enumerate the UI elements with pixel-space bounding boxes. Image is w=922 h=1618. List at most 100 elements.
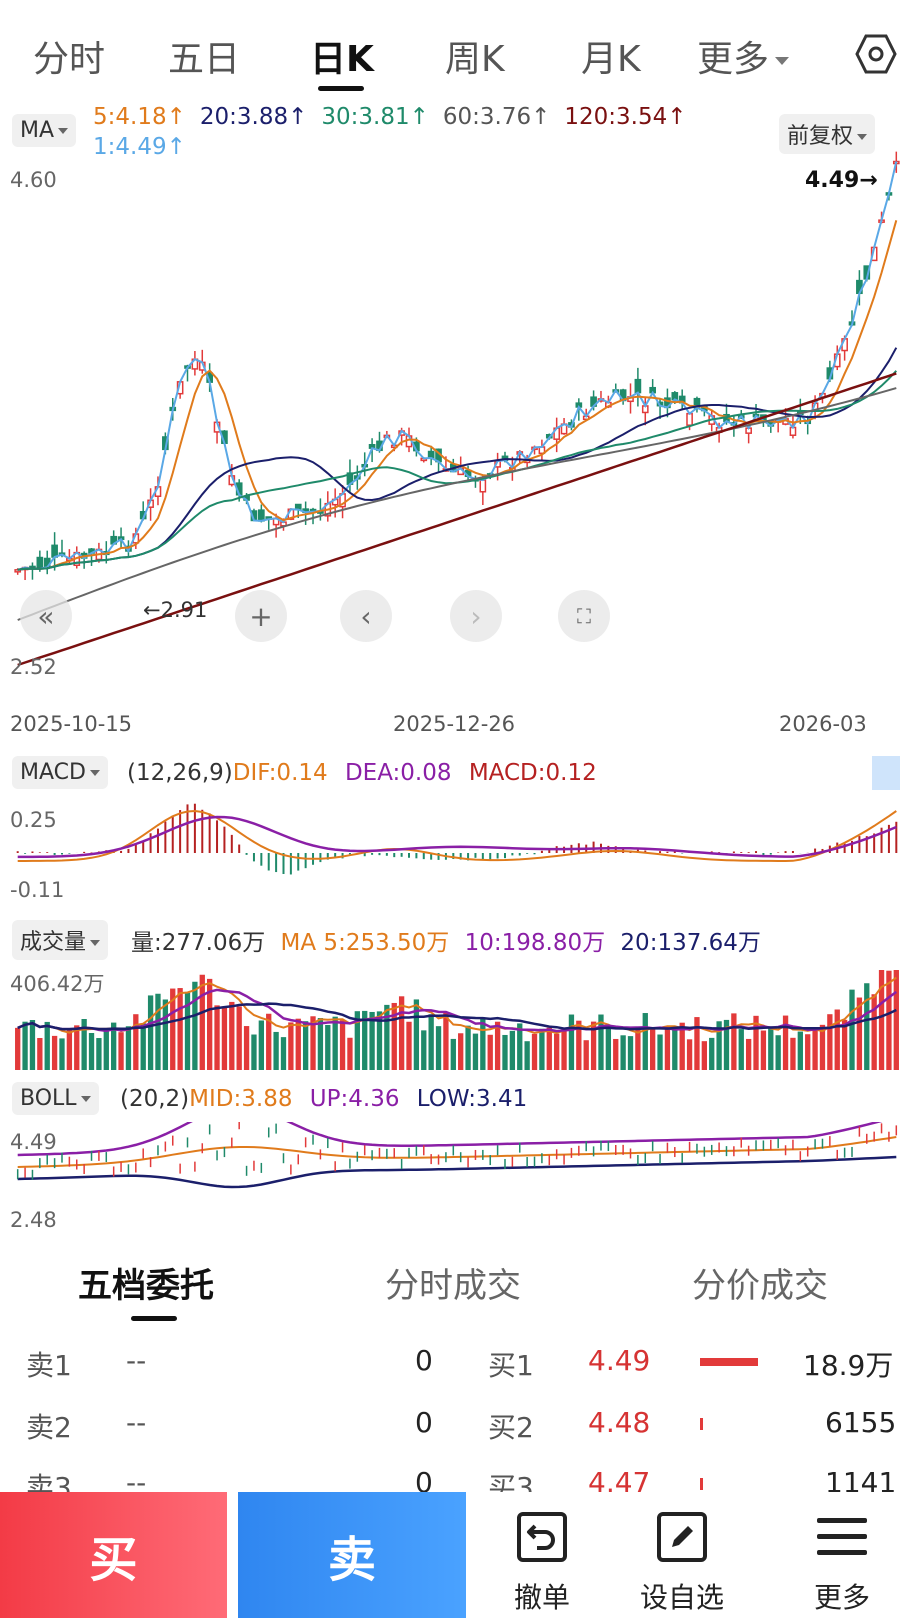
fullscreen-button[interactable]: ⛶ [558,590,610,642]
volume-bar [465,1025,471,1070]
ma120-value: 120:3.54↑ [564,104,687,130]
double-chevron-left-icon: « [37,599,55,633]
volume-bar [443,1012,449,1070]
boll-upper-line [17,1122,883,1157]
chevron-down-icon [89,770,100,776]
volume-bar [15,1027,21,1070]
rewind-button[interactable]: « [20,590,72,642]
boll-lower-line [17,1155,897,1189]
tab-daily-k[interactable]: 日K [310,39,374,80]
ma-indicator-selector[interactable]: MA [12,114,77,147]
volume-indicator-selector[interactable]: 成交量 [12,920,109,960]
volume-bar [22,1021,28,1070]
volume-bar [657,1034,663,1070]
volume-bar [214,1005,220,1070]
scroll-left-button[interactable]: ‹ [340,590,392,642]
dea-line [17,815,897,859]
dif-line [17,809,897,862]
volume-bar [74,1025,80,1070]
volume-bar [81,1018,87,1070]
ma60-line [17,387,897,621]
fullscreen-icon: ⛶ [577,604,591,628]
scroll-right-button[interactable]: › [450,590,502,642]
volume-bar [709,1037,715,1070]
volume-bar [332,1016,338,1070]
tab-weekly-k[interactable]: 周K [445,39,505,80]
zoom-in-button[interactable]: + [235,590,287,642]
buy-volume-bar [700,1358,758,1366]
volume-ma20: 20:137.64万 [620,930,761,956]
boll-indicator-selector[interactable]: BOLL [12,1082,99,1115]
volume-bar [753,1015,759,1070]
volume-bar [288,1022,294,1070]
sell-button[interactable]: 卖 [238,1492,466,1618]
volume-bar [723,1019,730,1070]
tab-intraday[interactable]: 分时 [33,39,106,80]
volume-bar [177,988,183,1070]
add-watchlist-button[interactable]: 设自选 [612,1492,752,1618]
volume-bar [664,1027,671,1070]
cancel-order-button[interactable]: 撤单 [472,1492,612,1618]
macd-dif: DIF:0.14 [232,760,328,786]
volume-bar [29,1020,36,1070]
chevron-down-icon [90,940,101,946]
more-button[interactable]: 更多 [772,1492,912,1618]
volume-bar [613,1038,619,1070]
volume-bar [118,1032,124,1070]
macd-expand-handle[interactable] [872,756,900,790]
macd-legend: (12,26,9)DIF:0.14 DEA:0.08 MACD:0.12 [127,760,597,786]
ma-legend: 5:4.18↑ 20:3.88↑ 30:3.81↑ 60:3.76↑ 120:3.54↑… [93,102,701,162]
ma5-value: 5:4.18↑ [93,104,186,130]
buy-price[interactable]: 4.49 [588,1344,651,1377]
volume-y-top-label: 406.42万 [10,972,105,996]
volume-bar [398,996,405,1070]
volume-bar [620,1035,626,1070]
macd-indicator-selector[interactable]: MACD [12,756,108,789]
volume-bar [59,1038,65,1070]
volume-bar [184,992,191,1070]
volume-bar [111,1022,117,1070]
volume-bar [864,983,870,1070]
volume-bar [524,1041,530,1070]
settings-icon[interactable] [855,33,897,75]
macd-chart[interactable] [0,795,922,915]
volume-bar [627,1036,634,1070]
volume-bar [738,1029,744,1070]
ma5-line [17,220,898,571]
volume-bar [672,1026,678,1070]
chevron-down-icon [58,128,69,134]
edit-icon [657,1512,707,1562]
kline-chart[interactable] [0,150,922,695]
macd-params: (12,26,9) [127,760,233,786]
kline-y-min-label: 2.52 [10,655,57,679]
volume-bar [170,988,176,1070]
tab-more[interactable]: 更多 [697,30,790,82]
tab-order-book[interactable]: 五档委托 [78,1266,214,1306]
candle-body [14,569,22,573]
volume-bar [642,1013,648,1070]
volume-bar [701,1041,707,1070]
volume-bar [590,1021,597,1070]
volume-bar [384,1004,390,1070]
tab-price-volume[interactable]: 分价成交 [692,1266,828,1306]
macd-chip-label: MACD [20,760,86,785]
buy-price[interactable]: 4.48 [588,1406,651,1439]
tab-five-day[interactable]: 五日 [168,39,241,80]
volume-bar [325,1024,331,1070]
buy-button[interactable]: 买 [0,1492,227,1618]
volume-chart[interactable] [0,960,922,1072]
volume-bar [458,1033,464,1070]
volume-bar [192,981,198,1070]
ma60-value: 60:3.76↑ [442,104,551,130]
volume-chip-label: 成交量 [20,930,87,955]
tab-tick-trades[interactable]: 分时成交 [385,1266,521,1306]
tab-monthly-k[interactable]: 月K [581,39,641,80]
volume-bar [302,1021,309,1070]
kline-y-max-label: 4.60 [10,168,57,192]
volume-bar [509,1030,516,1070]
volume-ma5: MA 5:253.50万 [280,930,450,956]
boll-chart[interactable] [0,1122,922,1232]
volume-bar [88,1033,95,1070]
orderbook-row: 卖2 -- 0 买2 4.48 6155 [0,1406,922,1466]
adjustment-selector[interactable]: 前复权 [779,114,876,154]
